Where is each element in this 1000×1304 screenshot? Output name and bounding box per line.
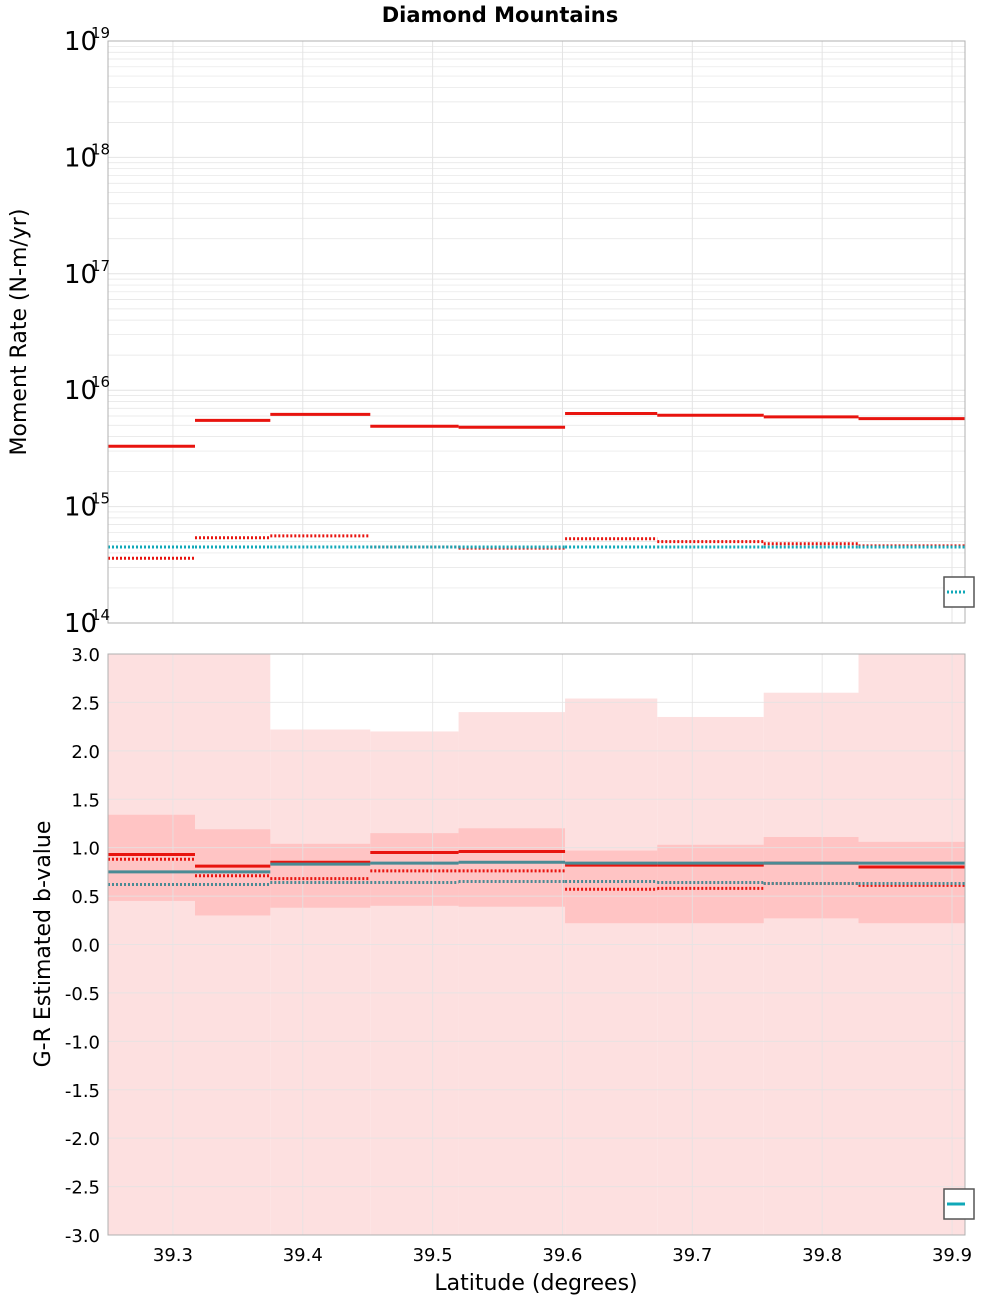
confidence-band-segment <box>270 729 371 1235</box>
tick-base-text: 10 <box>64 609 97 639</box>
bottom-y-tick-label: 1.5 <box>71 790 100 811</box>
x-tick-label: 39.7 <box>672 1245 712 1266</box>
bottom-plot-frame <box>107 653 966 1236</box>
bottom-y-tick-label: -3.0 <box>65 1226 100 1247</box>
tick-base-text: 10 <box>64 260 97 290</box>
bottom-y-tick-label: 1.0 <box>71 839 100 860</box>
confidence-band-segment <box>763 837 859 919</box>
confidence-band-segment <box>657 716 764 1235</box>
bottom-y-tick-label: -0.5 <box>65 984 100 1005</box>
tick-base-text: 10 <box>64 376 97 406</box>
bottom-y-tick-label: -1.0 <box>65 1032 100 1053</box>
bottom-y-tick-label: -2.5 <box>65 1178 100 1199</box>
top-plot-frame <box>107 40 966 624</box>
confidence-band-segment <box>458 712 566 1235</box>
bottom-y-tick-label: 2.5 <box>71 693 100 714</box>
confidence-band-segment <box>565 698 658 1235</box>
top-plot-background <box>108 41 965 623</box>
confidence-band-segment <box>565 850 658 924</box>
tick-exponent-text: 19 <box>91 24 110 42</box>
confidence-band-segment <box>270 843 371 908</box>
tick-exponent-text: 17 <box>91 257 110 275</box>
tick-exponent-text: 14 <box>91 606 110 624</box>
bottom-y-tick-label: 0.0 <box>71 936 100 957</box>
bottom-y-tick-label: -1.5 <box>65 1081 100 1102</box>
confidence-band-segment <box>370 731 459 1235</box>
x-axis-label: Latitude (degrees) <box>434 1271 637 1296</box>
confidence-band-segment <box>458 828 566 907</box>
x-tick-label: 39.9 <box>932 1245 972 1266</box>
top-panel-y-axis-label: Moment Rate (N-m/yr) <box>7 209 32 456</box>
bottom-y-tick-label: -2.0 <box>65 1129 100 1150</box>
bottom-y-tick-label: 0.5 <box>71 887 100 908</box>
x-tick-label: 39.4 <box>283 1245 323 1266</box>
b-value-panel: 3.0 2.5 2.0 1.5 1.0 0.5 0.0 -0.5 -1.0 -1.5 -2.0 -2.… <box>65 645 975 1266</box>
x-tick-label: 39.5 <box>413 1245 453 1266</box>
tick-base-text: 10 <box>64 493 97 523</box>
chart-title: Diamond Mountains <box>382 3 619 27</box>
tick-exponent-text: 16 <box>91 373 110 391</box>
tick-base-text: 10 <box>64 27 97 57</box>
x-tick-label: 39.3 <box>153 1245 193 1266</box>
x-tick-label: 39.8 <box>802 1245 842 1266</box>
tick-base-text: 10 <box>64 143 97 173</box>
confidence-band-segment <box>763 692 859 1235</box>
bottom-panel-y-axis-label: G-R Estimated b-value <box>31 821 56 1068</box>
bottom-y-tick-label: 3.0 <box>71 645 100 666</box>
tick-exponent-text: 15 <box>91 490 110 508</box>
tick-exponent-text: 18 <box>91 140 110 158</box>
x-tick-label: 39.6 <box>542 1245 582 1266</box>
bottom-y-tick-label: 2.0 <box>71 742 100 763</box>
